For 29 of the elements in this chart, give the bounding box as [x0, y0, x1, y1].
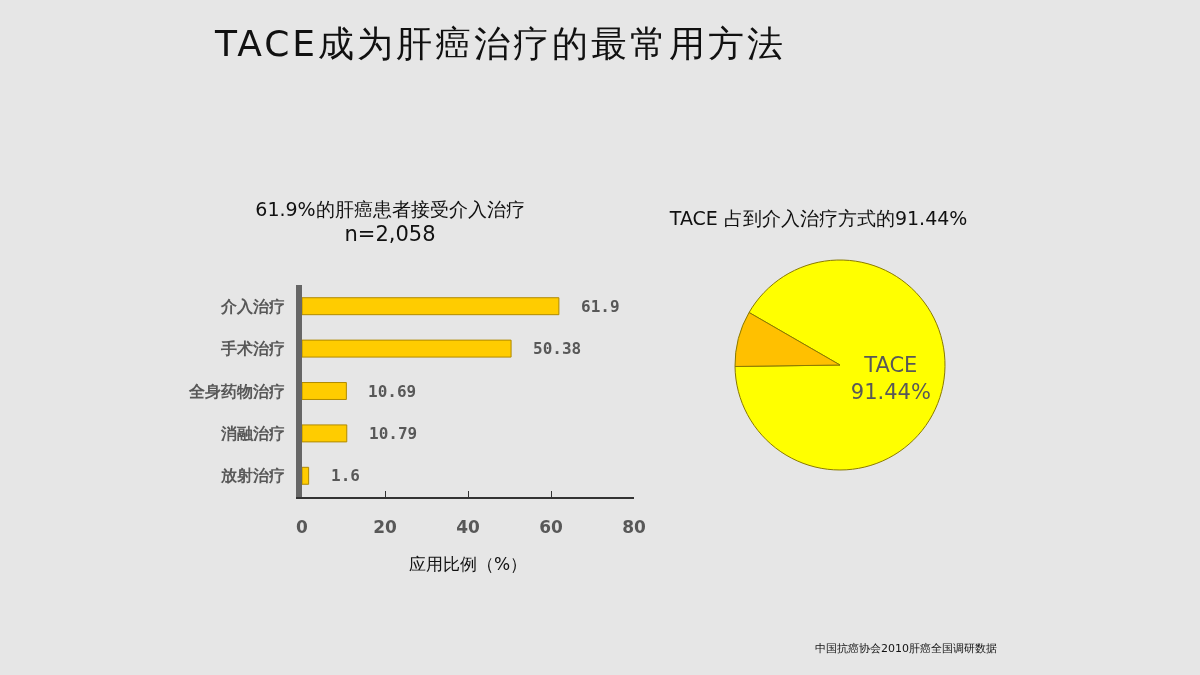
text: TACE成为肝癌治疗的最常用方法: [215, 22, 787, 66]
y-tick-label: 手术治疗: [219, 339, 285, 359]
data-label: 10.79: [369, 424, 418, 443]
bar: [302, 339, 512, 358]
bar: [302, 382, 347, 400]
pie-slice: [734, 259, 946, 471]
y-tick-label: 放射治疗: [219, 466, 285, 486]
bar: [302, 466, 310, 485]
x-tick-label: 0: [296, 517, 309, 538]
chart-title: TACE 占到介入治疗方式的91.44%: [668, 207, 968, 230]
bar: [302, 424, 348, 443]
data-label: 1.6: [331, 466, 360, 485]
data-label: 61.9: [581, 297, 620, 316]
y-tick-label: 介入治疗: [219, 296, 285, 316]
x-axis-title: 应用比例（%）: [408, 554, 528, 575]
y-tick-label: 全身药物治疗: [187, 381, 285, 401]
y-tick-label: 消融治疗: [219, 424, 285, 443]
x-tick-label: 20: [373, 517, 397, 538]
x-tick-label: 80: [622, 517, 646, 538]
data-label: 91.44%: [850, 379, 931, 404]
text: 中国抗癌协会2010肝癌全国调研数据: [815, 641, 997, 656]
x-tick-label: 40: [456, 517, 480, 538]
data-label: 50.38: [533, 339, 582, 358]
data-label: 10.69: [368, 382, 417, 401]
chart-subtitle: n=2,058: [344, 221, 436, 246]
slice-label: TACE: [863, 352, 918, 377]
chart-title: 61.9%的肝癌患者接受介入治疗: [255, 198, 525, 220]
bar: [302, 297, 560, 316]
x-tick-label: 60: [539, 517, 563, 538]
